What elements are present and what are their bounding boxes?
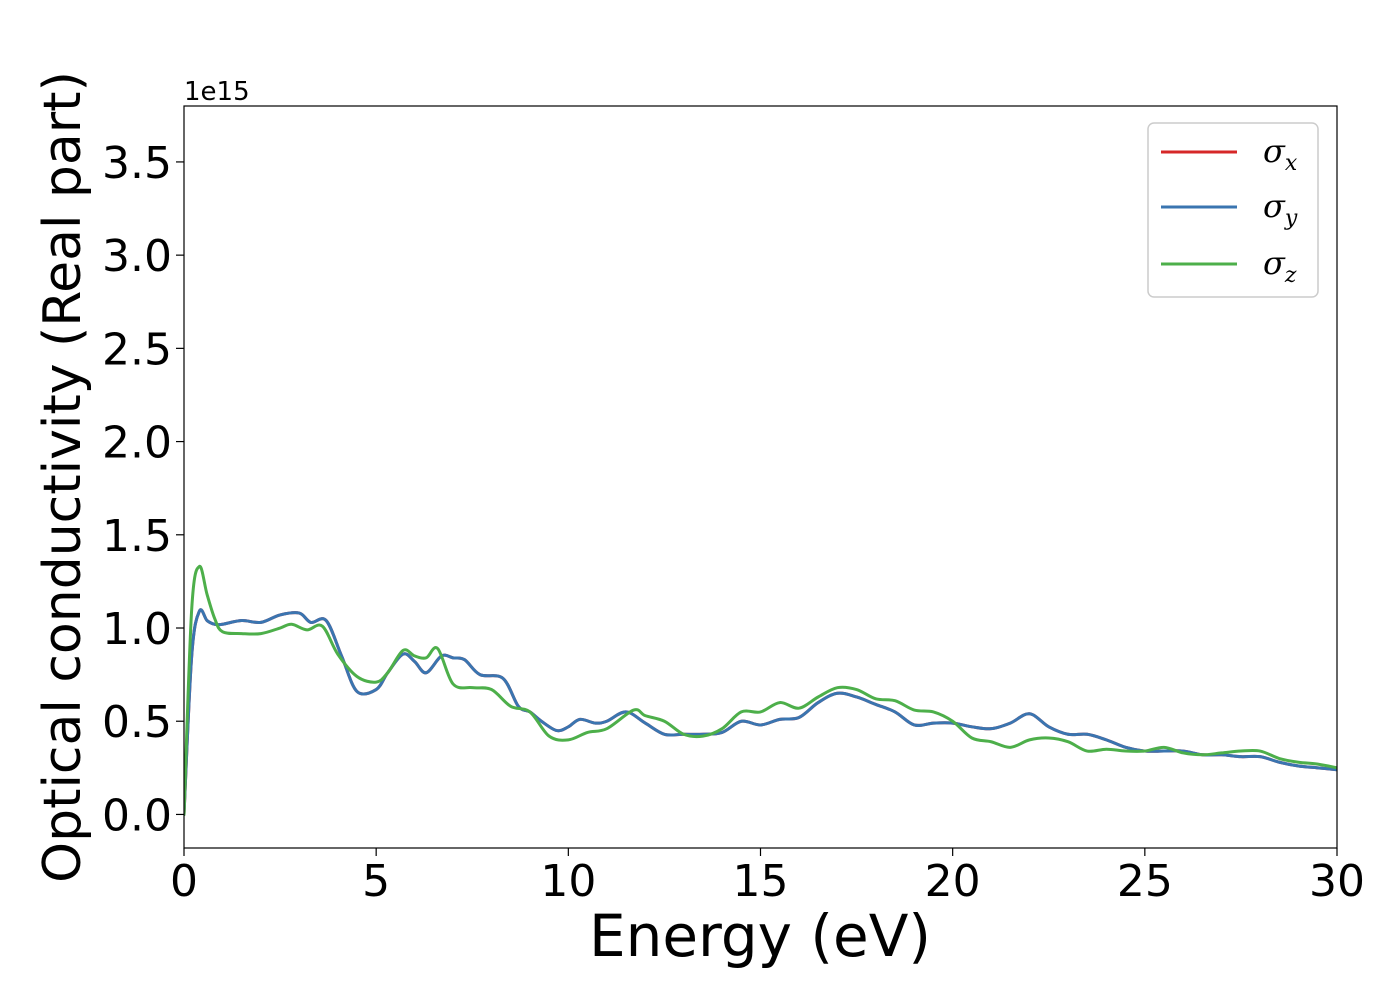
legend-label-x: σx — [1263, 132, 1298, 176]
x-axis-ticks: 0 5 10 15 20 25 30 — [170, 848, 1365, 907]
y-tick-label: 3.0 — [102, 231, 172, 282]
x-tick-label: 0 — [170, 856, 198, 907]
x-tick-label: 25 — [1117, 856, 1173, 907]
legend-label-y: σy — [1263, 187, 1298, 231]
y-tick-label: 1.0 — [102, 604, 172, 655]
series-line-y — [184, 608, 1337, 816]
plot-area — [183, 105, 1338, 849]
y-tick-label: 3.5 — [102, 138, 172, 189]
y-tick-label: 0.0 — [102, 790, 172, 841]
x-tick-label: 15 — [733, 856, 789, 907]
x-tick-label: 30 — [1309, 856, 1365, 907]
x-tick-label: 10 — [540, 856, 596, 907]
y-offset-label: 1e15 — [184, 77, 250, 107]
y-tick-label: 2.0 — [102, 418, 172, 469]
y-tick-label: 1.5 — [102, 511, 172, 562]
x-tick-label: 20 — [925, 856, 981, 907]
x-axis-label: Energy (eV) — [589, 902, 931, 970]
y-axis-ticks: 0.0 0.5 1.0 1.5 2.0 2.5 3.0 3.5 — [102, 138, 184, 841]
legend-label-z: σz — [1263, 244, 1297, 288]
x-tick-label: 5 — [362, 856, 390, 907]
y-tick-label: 2.5 — [102, 324, 172, 375]
legend: σx σy σz — [1147, 122, 1319, 298]
legend-box — [1147, 122, 1319, 298]
y-axis-label: Optical conductivity (Real part) — [33, 71, 93, 883]
series-layer — [184, 564, 1337, 816]
series-line-z — [184, 564, 1337, 816]
y-tick-label: 0.5 — [102, 697, 172, 748]
